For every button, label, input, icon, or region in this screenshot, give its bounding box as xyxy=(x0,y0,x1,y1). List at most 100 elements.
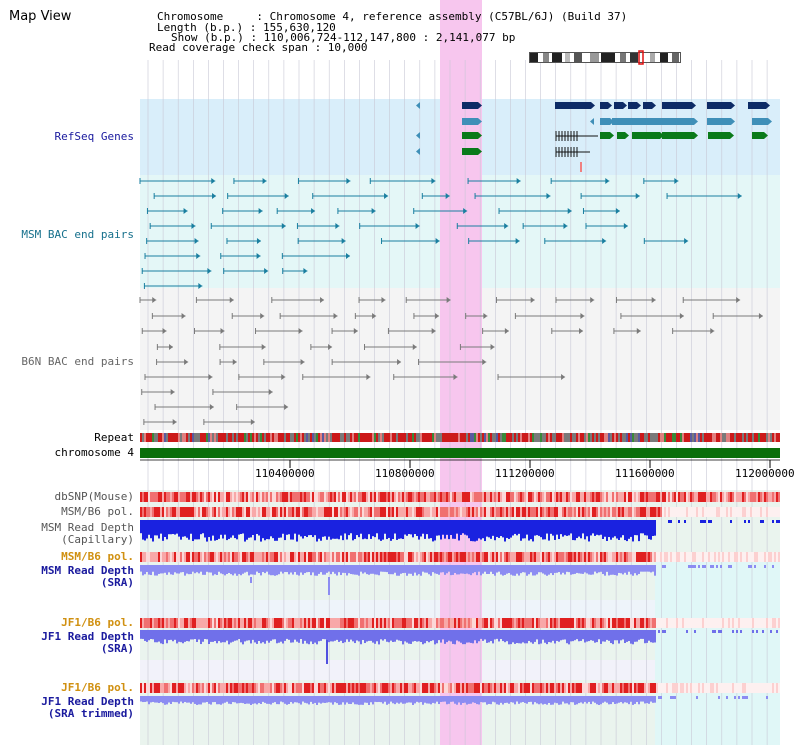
polymorphism-cell xyxy=(528,618,530,628)
read-depth-bar xyxy=(560,520,562,535)
read-depth-bar xyxy=(342,630,344,644)
read-depth-bar xyxy=(194,696,196,704)
track-label-jf1-b6-pol-trimmed[interactable]: JF1/B6 pol. xyxy=(61,681,134,694)
read-depth-bar xyxy=(174,630,176,640)
read-depth-bar xyxy=(652,696,654,703)
polymorphism-cell xyxy=(272,618,274,628)
repeat-segment xyxy=(528,433,530,442)
polymorphism-cell xyxy=(208,683,210,693)
polymorphism-cell xyxy=(316,683,318,693)
polymorphism-cell xyxy=(378,507,380,517)
polymorphism-cell xyxy=(668,507,670,517)
track-label-jf1-depth-sra[interactable]: JF1 Read Depth (SRA) xyxy=(41,630,134,655)
repeat-segment xyxy=(682,433,684,442)
polymorphism-cell xyxy=(732,492,734,502)
read-depth-bar xyxy=(324,520,326,537)
track-label-dbsnp[interactable]: dbSNP(Mouse) xyxy=(54,490,134,503)
polymorphism-cell xyxy=(558,507,560,517)
polymorphism-cell xyxy=(574,507,576,517)
polymorphism-cell xyxy=(494,492,496,502)
read-depth-bar xyxy=(368,565,370,575)
polymorphism-cell xyxy=(292,492,294,502)
read-depth-bar xyxy=(524,520,526,539)
track-label-b6n-bac[interactable]: B6N BAC end pairs xyxy=(21,355,134,368)
axis-tick-label: 110800000 xyxy=(375,467,435,480)
polymorphism-cell xyxy=(638,552,640,562)
track-label-msm-bac[interactable]: MSM BAC end pairs xyxy=(21,228,134,241)
polymorphism-cell xyxy=(596,683,598,693)
repeat-segment xyxy=(296,433,298,442)
polymorphism-cell xyxy=(214,683,216,693)
polymorphism-cell xyxy=(592,618,594,628)
polymorphism-cell xyxy=(558,552,560,562)
track-label-msm-depth-sra[interactable]: MSM Read Depth (SRA) xyxy=(41,564,134,589)
read-depth-bar xyxy=(700,520,702,523)
polymorphism-cell xyxy=(592,507,594,517)
polymorphism-cell xyxy=(370,507,372,517)
polymorphism-cell xyxy=(512,507,514,517)
polymorphism-cell xyxy=(660,618,662,628)
read-depth-bar xyxy=(544,520,546,540)
polymorphism-cell xyxy=(356,618,358,628)
polymorphism-cell xyxy=(720,618,722,628)
read-depth-bar xyxy=(304,565,306,574)
polymorphism-cell xyxy=(726,552,728,562)
polymorphism-cell xyxy=(516,683,518,693)
polymorphism-cell xyxy=(486,618,488,628)
track-label-msm-b6-pol[interactable]: MSM/B6 pol. xyxy=(61,505,134,518)
polymorphism-cell xyxy=(634,683,636,693)
read-depth-bar xyxy=(612,630,614,645)
track-label-jf1-b6-pol[interactable]: JF1/B6 pol. xyxy=(61,616,134,629)
read-depth-bar xyxy=(228,630,230,645)
read-depth-bar xyxy=(694,630,696,633)
track-label-msm-depth-capillary[interactable]: MSM Read Depth (Capillary) xyxy=(41,521,134,546)
read-depth-bar xyxy=(342,520,344,541)
polymorphism-cell xyxy=(484,618,486,628)
read-depth-bar xyxy=(504,630,506,643)
polymorphism-cell xyxy=(198,492,200,502)
polymorphism-cell xyxy=(254,552,256,562)
read-depth-bar xyxy=(560,565,562,575)
polymorphism-cell xyxy=(222,507,224,517)
polymorphism-cell xyxy=(380,552,382,562)
polymorphism-cell xyxy=(568,507,570,517)
repeat-segment xyxy=(196,433,198,442)
polymorphism-cell xyxy=(640,618,642,628)
polymorphism-cell xyxy=(668,552,670,562)
polymorphism-cell xyxy=(758,683,760,693)
polymorphism-cell xyxy=(600,552,602,562)
read-depth-bar xyxy=(522,630,524,643)
track-label-msm-b6-pol-sra[interactable]: MSM/B6 pol. xyxy=(61,550,134,563)
polymorphism-cell xyxy=(570,552,572,562)
read-depth-bar xyxy=(192,630,194,640)
polymorphism-cell xyxy=(766,552,768,562)
read-depth-bar xyxy=(744,520,746,523)
read-depth-bar xyxy=(494,630,496,640)
polymorphism-cell xyxy=(628,683,630,693)
polymorphism-cell xyxy=(470,507,472,517)
gene-arrow xyxy=(591,102,595,109)
track-label-jf1-depth-trimmed[interactable]: JF1 Read Depth (SRA trimmed) xyxy=(41,695,134,720)
polymorphism-cell xyxy=(184,552,186,562)
polymorphism-cell xyxy=(510,507,512,517)
track-label-refseq-genes[interactable]: RefSeq Genes xyxy=(54,130,134,143)
repeat-segment xyxy=(190,433,192,442)
polymorphism-cell xyxy=(728,552,730,562)
polymorphism-cell xyxy=(410,552,412,562)
repeat-segment xyxy=(720,433,722,442)
bac-end-arrow xyxy=(320,297,325,303)
read-depth-bar xyxy=(542,520,544,540)
repeat-segment xyxy=(458,433,460,442)
polymorphism-cell xyxy=(308,683,310,693)
read-depth-bar xyxy=(490,696,492,705)
bac-end-arrow xyxy=(300,359,305,365)
polymorphism-cell xyxy=(478,552,480,562)
polymorphism-cell xyxy=(736,618,738,628)
bac-end-arrow xyxy=(264,268,269,274)
repeat-segment xyxy=(566,433,568,442)
read-depth-bar xyxy=(616,696,618,704)
polymorphism-cell xyxy=(480,507,482,517)
polymorphism-cell xyxy=(540,618,542,628)
repeat-segment xyxy=(704,433,706,442)
polymorphism-cell xyxy=(370,618,372,628)
